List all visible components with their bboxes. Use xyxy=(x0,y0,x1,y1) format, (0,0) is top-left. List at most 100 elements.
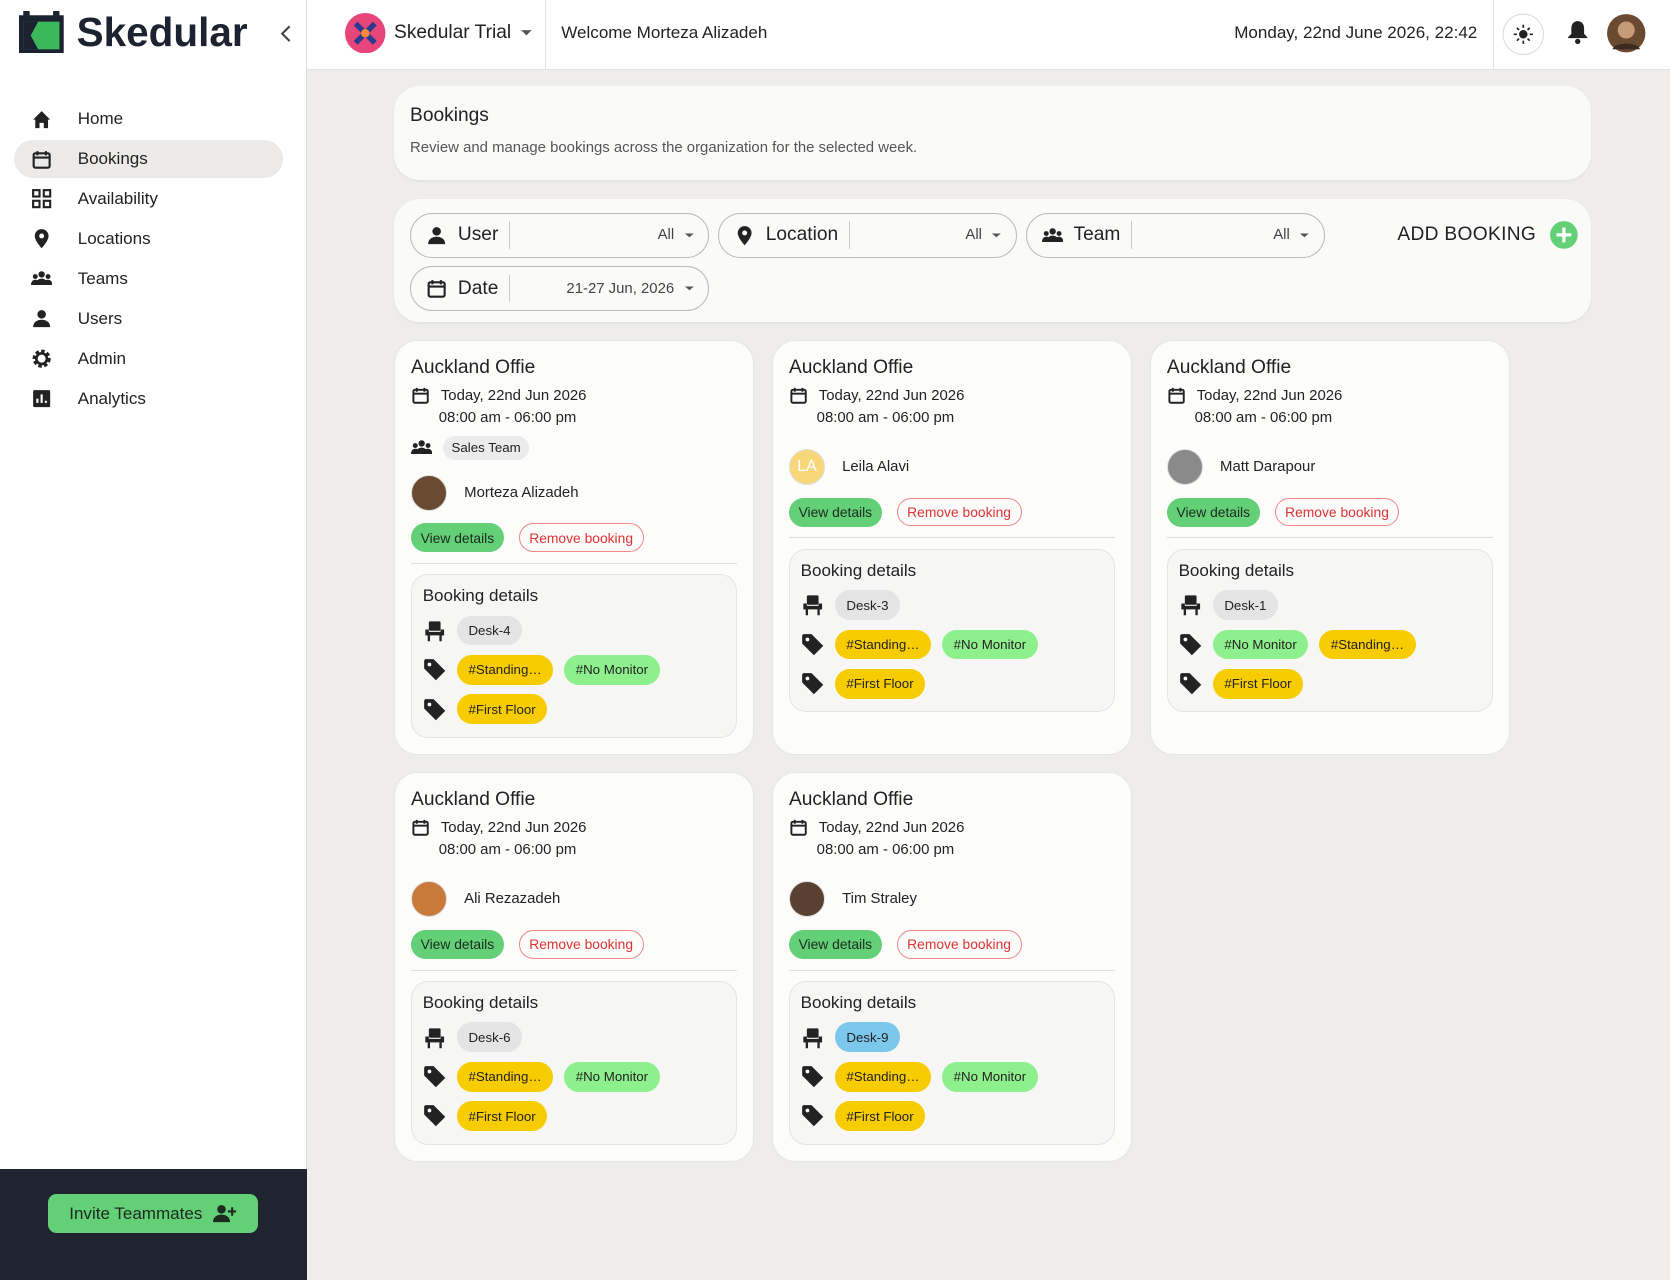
icon-shape xyxy=(804,1038,821,1042)
icon-shape xyxy=(31,189,41,199)
details-title: Booking details xyxy=(422,992,539,1012)
caret-shape xyxy=(1300,233,1310,238)
org-name: Skedular Trial xyxy=(394,22,512,43)
view-details-button[interactable]: View details xyxy=(788,930,882,959)
desk-icon xyxy=(802,1027,822,1048)
booking-card: Auckland Offie Today, 22nd Jun 2026 08:00 … xyxy=(1149,339,1510,755)
org-logo xyxy=(345,12,386,54)
filter-label: Location xyxy=(766,221,850,250)
icon-shape xyxy=(1183,609,1198,616)
add-booking-button[interactable]: ADD BOOKING xyxy=(1397,220,1578,250)
time: 08:00 am - 06:00 pm xyxy=(1194,409,1333,426)
view-details-button[interactable]: View details xyxy=(411,930,504,959)
collapse-button[interactable] xyxy=(279,23,294,44)
calendar-icon xyxy=(1168,388,1185,404)
avatar xyxy=(1166,449,1203,486)
invite-label: Invite Teammates xyxy=(69,1203,203,1223)
invite-button[interactable]: Invite Teammates xyxy=(47,1193,258,1234)
icon-shape xyxy=(741,230,747,236)
nav-label: Analytics xyxy=(77,388,146,408)
avatar: LA xyxy=(788,449,826,486)
tag-chip: #No Monitor xyxy=(1212,629,1309,660)
icon-shape xyxy=(411,449,419,455)
logo xyxy=(19,10,64,54)
desk-row: Desk-1 xyxy=(1179,590,1482,620)
icon-shape xyxy=(36,150,47,155)
icon-shape xyxy=(1041,227,1063,242)
user-row: Ali Rezazadeh xyxy=(411,881,737,918)
filter-dropdown[interactable]: Team All xyxy=(1025,213,1325,258)
view-details-button[interactable]: View details xyxy=(788,497,882,527)
remove-booking-button[interactable]: Remove booking xyxy=(896,930,1022,959)
nav-label: Teams xyxy=(77,268,128,288)
nav-item[interactable]: Bookings xyxy=(13,140,284,179)
icon-shape xyxy=(42,200,52,209)
location: Auckland Offie xyxy=(411,788,536,810)
view-details-button[interactable]: View details xyxy=(411,523,504,553)
nav-item[interactable]: Availability xyxy=(14,180,283,218)
icon-shape xyxy=(806,1027,819,1038)
date-row: Today, 22nd Jun 2026 xyxy=(411,386,737,405)
icon-shape xyxy=(428,226,446,244)
filter-dropdown[interactable]: Date 21-27 Jun, 2026 xyxy=(410,266,710,311)
tag-chip: #No Monitor xyxy=(941,629,1038,660)
icon-shape xyxy=(427,662,432,667)
icon-shape xyxy=(427,1108,432,1113)
date: Today, 22nd Jun 2026 xyxy=(440,387,587,404)
notifications[interactable] xyxy=(1566,19,1589,45)
desk-chip: Desk-6 xyxy=(456,1022,523,1053)
tag-chip: #First Floor xyxy=(834,668,926,699)
view-details-button[interactable]: View details xyxy=(1166,497,1260,527)
icon-shape xyxy=(412,821,429,837)
booking-details: Booking details Desk-9 #Standing… #No Monit… xyxy=(788,981,1115,1145)
user-row: Matt Darapour xyxy=(1166,449,1493,486)
icon-shape xyxy=(427,1069,432,1074)
desk-icon xyxy=(802,595,822,616)
desk-chip: Desk-3 xyxy=(834,590,901,620)
icon-shape xyxy=(431,280,442,285)
icon-shape xyxy=(34,229,49,249)
filter-dropdown[interactable]: Location All xyxy=(717,213,1018,258)
icon-shape xyxy=(805,676,809,681)
remove-booking-button[interactable]: Remove booking xyxy=(1274,497,1400,527)
nav-icon xyxy=(31,189,52,209)
calendar-icon xyxy=(412,820,429,837)
theme-toggle[interactable] xyxy=(1502,13,1545,56)
page-header: Bookings Review and manage bookings acro… xyxy=(394,86,1592,180)
desk-chip: Desk-1 xyxy=(1212,590,1279,620)
nav-item[interactable]: Admin xyxy=(14,340,283,378)
tag-chip: #Standing… xyxy=(456,655,554,685)
icon-shape xyxy=(412,389,429,404)
org-switcher[interactable]: Skedular Trial xyxy=(345,12,532,54)
remove-booking-button[interactable]: Remove booking xyxy=(518,523,644,553)
welcome: Welcome Morteza Alizadeh xyxy=(561,23,768,43)
actions: View details Remove booking xyxy=(411,523,737,564)
desk-chip: Desk-4 xyxy=(456,615,523,646)
booking-details: Booking details Desk-1 #No Monitor #Standin… xyxy=(1166,548,1493,713)
nav-icon xyxy=(33,110,51,128)
profile-avatar[interactable] xyxy=(1606,13,1646,53)
date: Today, 22nd Jun 2026 xyxy=(440,820,587,837)
booking-card: Auckland Offie Today, 22nd Jun 2026 08:00 … xyxy=(772,772,1132,1162)
nav-item[interactable]: Locations xyxy=(14,220,283,258)
icon-shape xyxy=(423,698,445,720)
filter-dropdown[interactable]: User All xyxy=(410,213,710,258)
icon-shape xyxy=(38,271,45,278)
tag-icon xyxy=(801,673,823,695)
tag-chip: #Standing… xyxy=(456,1061,554,1092)
icon-shape xyxy=(805,1069,809,1074)
time: 08:00 am - 06:00 pm xyxy=(438,409,577,426)
booking-details: Booking details Desk-3 #Standing… #No Monit… xyxy=(788,548,1115,713)
tag-icon xyxy=(1179,673,1201,695)
nav-item[interactable]: Analytics xyxy=(14,380,283,418)
remove-booking-button[interactable]: Remove booking xyxy=(518,930,644,959)
icon-shape xyxy=(423,1105,445,1127)
caret xyxy=(520,29,532,36)
remove-booking-button[interactable]: Remove booking xyxy=(896,497,1022,527)
nav-item[interactable]: Teams xyxy=(14,260,283,298)
nav-item[interactable]: Users xyxy=(14,300,283,338)
icon-shape xyxy=(412,443,418,449)
icon-shape xyxy=(415,388,426,392)
nav-item[interactable]: Home xyxy=(14,100,283,138)
